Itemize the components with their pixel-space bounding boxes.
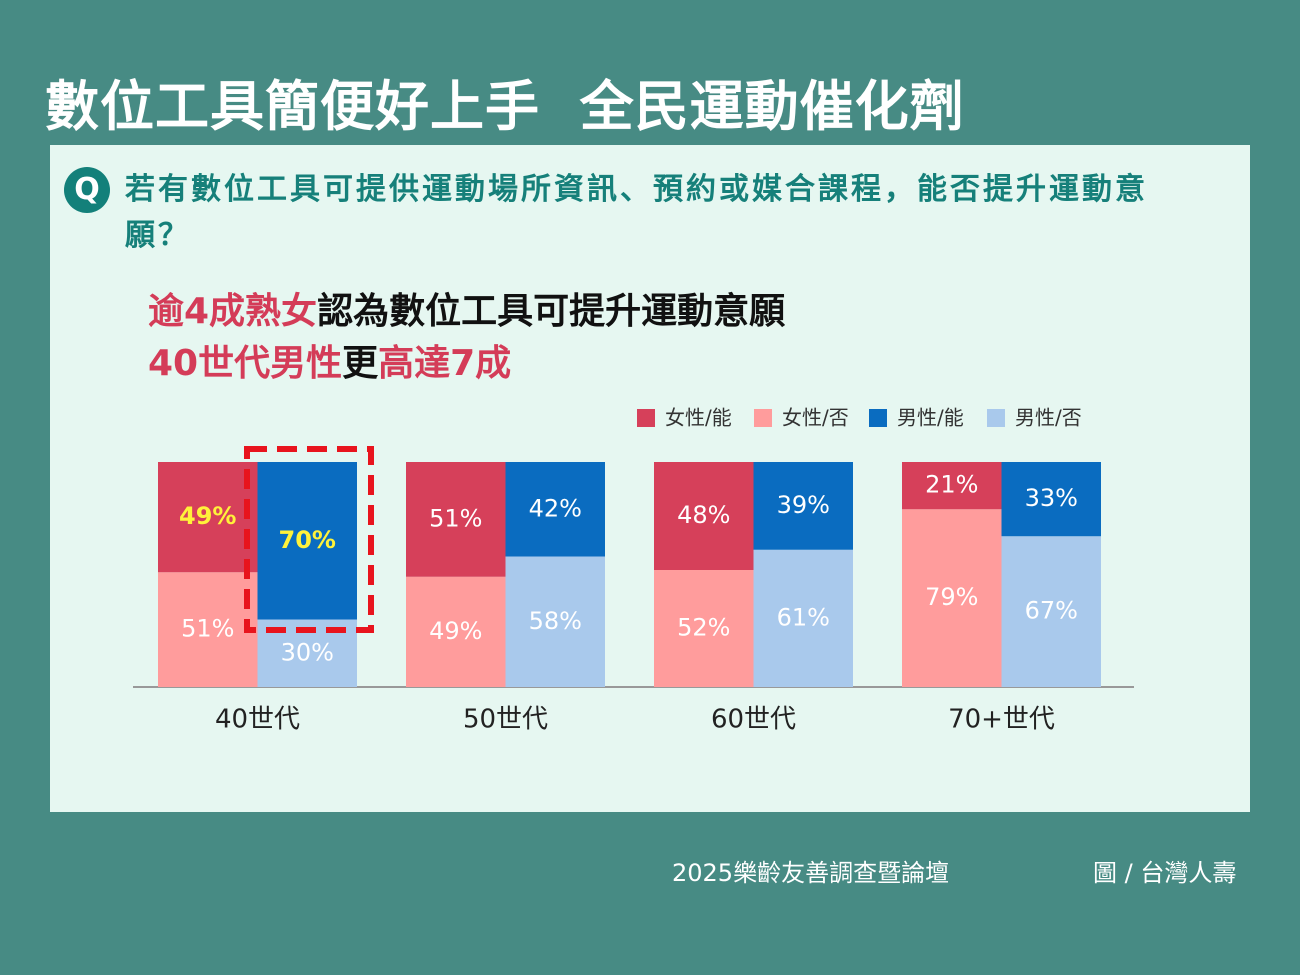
value-label: 39%: [777, 491, 830, 519]
bar-segment: [257, 462, 357, 620]
x-tick-label: 50世代: [463, 705, 548, 735]
page-title: 數位工具簡便好上手 全民運動催化劑: [45, 75, 965, 138]
bar-segment: [406, 462, 506, 577]
bar-segment: [1001, 536, 1101, 687]
legend-swatch: [987, 409, 1005, 427]
bar-segment: [902, 509, 1002, 687]
question-text: 若有數位工具可提供運動場所資訊、預約或媒合課程，能否提升運動意願？: [125, 172, 1148, 253]
bar-segment: [753, 549, 853, 687]
value-label: 58%: [529, 607, 582, 635]
headline-part: 認為數位工具可提升運動意願: [317, 291, 786, 332]
value-label: 79%: [925, 583, 978, 611]
legend-label: 女性/否: [782, 406, 849, 430]
credit: 圖 / 台灣人壽: [1093, 859, 1237, 887]
headline-part: 更: [342, 343, 379, 384]
x-tick-label: 70+世代: [948, 705, 1055, 735]
value-label: 42%: [529, 494, 582, 522]
value-label: 70%: [279, 526, 336, 554]
headline-line: 40世代男性更高達7成: [148, 334, 511, 386]
legend-swatch: [637, 409, 655, 427]
x-tick-label: 40世代: [215, 705, 300, 735]
legend-swatch: [869, 409, 887, 427]
bar-segment: [654, 570, 754, 687]
headline-part: 逾4成熟女: [148, 291, 318, 332]
value-label: 52%: [677, 614, 730, 642]
value-label: 61%: [777, 603, 830, 631]
value-label: 67%: [1025, 597, 1078, 625]
bar-segment: [406, 576, 506, 687]
headline-line: 逾4成熟女認為數位工具可提升運動意願: [148, 282, 785, 334]
legend-label: 女性/能: [665, 406, 732, 430]
x-tick-label: 60世代: [711, 705, 796, 735]
bar-segment: [1001, 462, 1101, 537]
headline-part: 高達7成: [378, 343, 512, 384]
value-label: 51%: [429, 504, 482, 532]
value-label: 49%: [179, 502, 236, 530]
bar-segment: [505, 556, 605, 687]
bar-segment: [753, 462, 853, 550]
legend-label: 男性/否: [1015, 406, 1082, 430]
legend-swatch: [754, 409, 772, 427]
highlight-box: [244, 446, 374, 633]
bar-segment: [654, 462, 754, 570]
bar-segment: [158, 572, 258, 687]
value-label: 49%: [429, 617, 482, 645]
bar-segment: [902, 462, 1002, 510]
value-label: 51%: [181, 615, 234, 643]
headline-part: 40世代男性: [148, 343, 343, 384]
question-icon: Q: [64, 167, 110, 213]
legend-label: 男性/能: [897, 406, 964, 430]
value-label: 30%: [281, 638, 334, 666]
bar-segment: [505, 462, 605, 557]
value-label: 21%: [925, 471, 978, 499]
bar-segment: [158, 462, 258, 573]
source: 2025樂齡友善調查暨論壇: [672, 859, 950, 887]
value-label: 33%: [1025, 484, 1078, 512]
value-label: 48%: [677, 501, 730, 529]
